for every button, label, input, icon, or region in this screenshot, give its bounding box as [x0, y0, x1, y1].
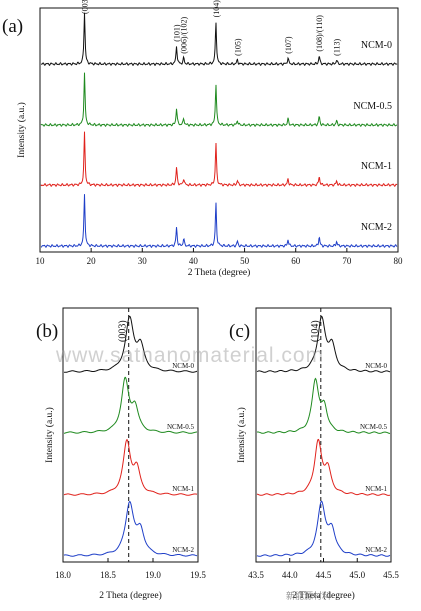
x-tick-label-b: 18.0 — [55, 570, 71, 580]
x-axis-label-b: 2 Theta (degree) — [99, 590, 162, 601]
x-tick-label-c: 45.5 — [383, 570, 399, 580]
peak-index-label-a: (107) — [284, 36, 293, 54]
x-tick-label-a: 60 — [291, 256, 301, 266]
peak-index-label-b: (003) — [118, 320, 129, 342]
x-tick-label-a: 10 — [36, 256, 46, 266]
x-tick-label-a: 40 — [189, 256, 199, 266]
series-line-b-NCM-1 — [63, 438, 198, 496]
peak-index-label-a: (101) — [173, 24, 182, 42]
x-tick-label-b: 18.5 — [100, 570, 116, 580]
x-axis-label-a: 2 Theta (degree) — [188, 267, 251, 278]
panel-label-b: (b) — [36, 321, 58, 342]
peak-index-label-a: (108)/(110) — [315, 15, 324, 52]
y-axis-label-b: Intensity (a.u.) — [44, 407, 55, 463]
series-label-a-NCM-0: NCM-0 — [361, 40, 392, 51]
series-line-c-NCM-0 — [256, 315, 391, 373]
series-label-b-NCM-0: NCM-0 — [172, 362, 194, 370]
panel-label-a: (a) — [2, 16, 23, 37]
y-axis-label-a: Intensity (a.u.) — [16, 102, 27, 158]
series-label-b-NCM-2: NCM-2 — [172, 546, 194, 554]
x-axis-label-c: 2 Theta (degree) — [292, 590, 355, 601]
peak-index-label-a: (006)/(102) — [180, 17, 189, 54]
series-label-c-NCM-0: NCM-0 — [365, 362, 387, 370]
x-tick-label-a: 30 — [138, 256, 148, 266]
x-tick-label-c: 45.0 — [349, 570, 365, 580]
series-line-a-NCM-0.5 — [40, 72, 398, 127]
x-tick-label-b: 19.0 — [145, 570, 161, 580]
series-line-b-NCM-2 — [63, 501, 198, 557]
source-credit: 新能源材料 — [286, 591, 332, 601]
series-line-c-NCM-0.5 — [257, 377, 391, 434]
x-tick-label-c: 44.5 — [316, 570, 332, 580]
series-label-b-NCM-0.5: NCM-0.5 — [167, 423, 195, 431]
series-label-a-NCM-1: NCM-1 — [361, 161, 392, 172]
series-label-a-NCM-2: NCM-2 — [361, 222, 392, 233]
peak-index-label-a: (003) — [80, 0, 89, 14]
series-label-c-NCM-0.5: NCM-0.5 — [360, 423, 388, 431]
panel-label-c: (c) — [229, 321, 250, 342]
series-line-a-NCM-2 — [40, 194, 398, 249]
x-tick-label-c: 43.5 — [248, 570, 264, 580]
x-tick-label-c: 44.0 — [282, 570, 298, 580]
series-line-a-NCM-0 — [41, 12, 398, 67]
x-tick-label-a: 50 — [240, 256, 250, 266]
series-line-a-NCM-1 — [40, 131, 398, 188]
series-line-b-NCM-0 — [63, 315, 198, 373]
x-tick-label-a: 70 — [342, 256, 352, 266]
plot-frame-c — [255, 307, 392, 563]
plot-frame-a — [39, 7, 399, 253]
peak-index-label-a: (104) — [212, 0, 221, 17]
peak-index-label-c: (104) — [310, 320, 321, 342]
series-line-c-NCM-2 — [256, 500, 391, 557]
series-label-c-NCM-2: NCM-2 — [365, 546, 387, 554]
series-line-c-NCM-1 — [256, 438, 391, 496]
series-line-b-NCM-0.5 — [63, 376, 197, 434]
series-label-a-NCM-0.5: NCM-0.5 — [353, 101, 392, 112]
x-tick-label-b: 19.5 — [190, 570, 206, 580]
peak-index-label-a: (105) — [233, 38, 242, 56]
y-axis-label-c: Intensity (a.u.) — [236, 407, 247, 463]
series-label-b-NCM-1: NCM-1 — [172, 485, 194, 493]
series-label-c-NCM-1: NCM-1 — [365, 485, 387, 493]
peak-index-label-a: (113) — [333, 38, 342, 55]
x-tick-label-a: 80 — [394, 256, 404, 266]
x-tick-label-a: 20 — [87, 256, 97, 266]
plot-frame-b — [62, 307, 199, 563]
